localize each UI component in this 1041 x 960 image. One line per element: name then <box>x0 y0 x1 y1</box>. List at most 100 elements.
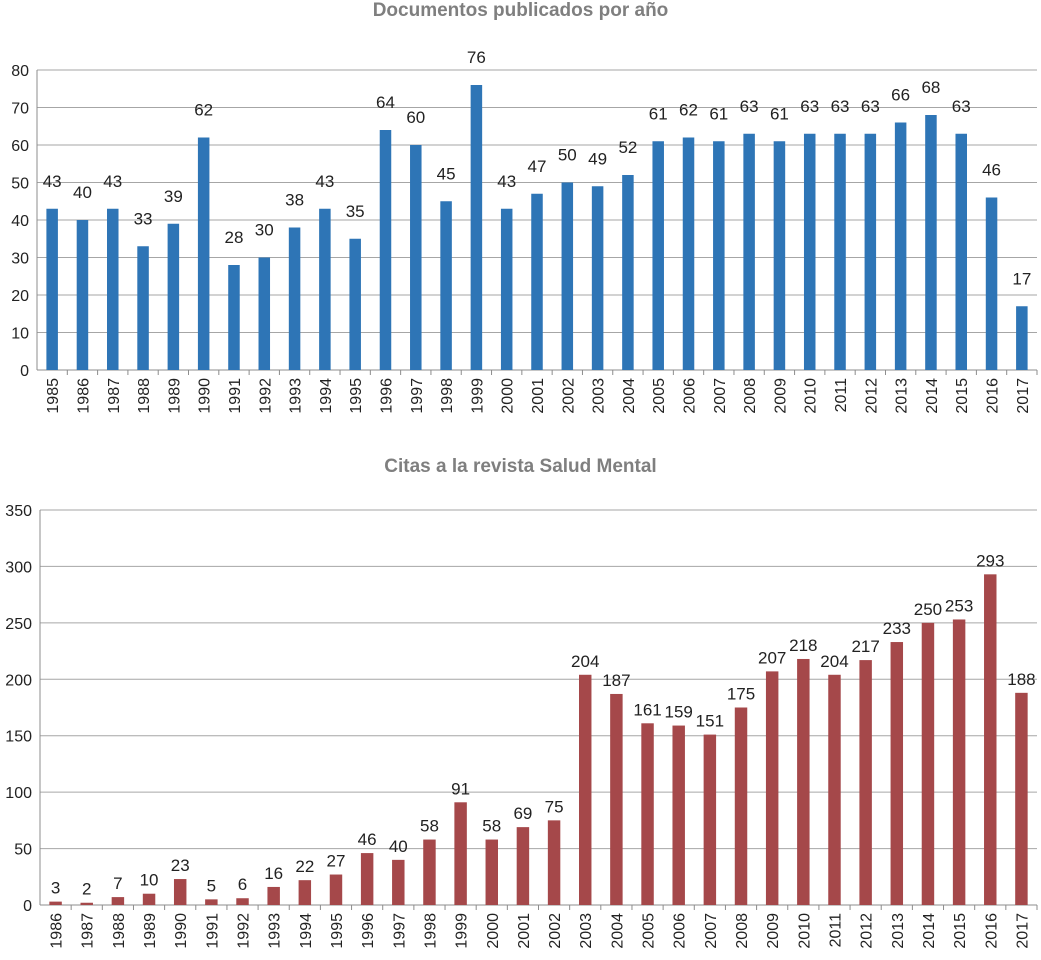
x-tick-label: 2014 <box>921 913 938 949</box>
bar <box>111 897 125 905</box>
x-tick-label: 2016 <box>983 913 1000 949</box>
bar <box>672 725 685 905</box>
bar <box>485 839 498 905</box>
bar <box>652 141 664 370</box>
bar <box>228 265 240 370</box>
bar <box>470 85 483 370</box>
bar <box>561 182 574 370</box>
y-tick-label: 40 <box>11 213 29 230</box>
data-label: 62 <box>194 101 213 120</box>
data-label: 6 <box>238 875 247 894</box>
x-tick-label: 2013 <box>890 913 907 949</box>
data-label: 43 <box>43 172 62 191</box>
x-tick-label: 2002 <box>547 913 564 949</box>
x-tick-label: 1993 <box>288 378 305 414</box>
data-label: 43 <box>497 172 516 191</box>
bar <box>894 122 907 370</box>
x-tick-label: 1998 <box>422 913 439 949</box>
bar <box>267 886 280 905</box>
data-label: 68 <box>921 78 940 97</box>
x-tick-label: 2016 <box>985 378 1002 414</box>
x-tick-label: 2004 <box>621 378 638 414</box>
bar <box>258 257 271 370</box>
data-label: 40 <box>389 837 408 856</box>
bar <box>547 820 561 905</box>
data-label: 50 <box>558 146 577 165</box>
x-tick-label: 1994 <box>298 913 315 949</box>
bar <box>859 660 872 905</box>
data-label: 17 <box>1012 269 1031 288</box>
bar <box>392 859 405 905</box>
data-label: 218 <box>789 636 817 655</box>
x-tick-label: 2017 <box>1015 378 1032 414</box>
data-label: 27 <box>327 852 346 871</box>
data-label: 3 <box>51 879 60 898</box>
x-tick-label: 2002 <box>560 378 577 414</box>
data-label: 23 <box>171 856 190 875</box>
y-tick-label: 350 <box>5 503 32 520</box>
bar <box>288 227 301 370</box>
chart-documentos: Documentos publicados por año 0 10 20 30 40 5… <box>0 0 1041 450</box>
data-label: 204 <box>820 652 848 671</box>
bar <box>329 874 343 905</box>
data-label: 63 <box>952 97 971 116</box>
x-tick-label: 2006 <box>672 913 689 949</box>
x-tick-label: 2012 <box>859 913 876 949</box>
data-label: 63 <box>740 97 759 116</box>
bar <box>167 223 180 370</box>
y-tick-label: 80 <box>11 63 29 80</box>
bar <box>828 674 841 905</box>
x-tick-label: 2010 <box>803 378 820 414</box>
data-label: 33 <box>134 209 153 228</box>
x-tick-label: 1999 <box>454 913 471 949</box>
bar <box>641 723 654 905</box>
data-label: 63 <box>831 97 850 116</box>
bar <box>173 879 187 905</box>
data-label: 62 <box>679 101 698 120</box>
x-tick-label: 1988 <box>111 913 128 949</box>
bar <box>298 880 312 905</box>
bar <box>137 246 149 370</box>
bar <box>713 141 725 370</box>
data-label: 58 <box>420 817 439 836</box>
bar <box>591 186 604 370</box>
x-tick-label: 1990 <box>173 913 190 949</box>
data-label: 49 <box>588 149 607 168</box>
bar <box>440 201 452 370</box>
bar <box>410 145 422 370</box>
bar <box>765 671 779 905</box>
x-tick-label: 2001 <box>530 378 547 414</box>
y-tick-label: 70 <box>11 101 29 118</box>
x-tick-label: 1988 <box>136 378 153 414</box>
data-label: 188 <box>1007 670 1035 689</box>
y-tick-label: 200 <box>5 672 32 689</box>
y-tick-label: 20 <box>11 288 29 305</box>
data-label: 250 <box>914 600 942 619</box>
y-tick-label: 150 <box>5 729 32 746</box>
bar <box>107 208 119 370</box>
x-tick-label: 2013 <box>894 378 911 414</box>
y-tick-label: 30 <box>11 251 29 268</box>
bar <box>622 175 634 370</box>
bar <box>531 193 543 370</box>
bar <box>360 853 374 905</box>
data-label: 69 <box>513 804 532 823</box>
bar <box>797 658 810 905</box>
bar <box>743 133 755 370</box>
data-label: 217 <box>851 637 879 656</box>
x-tick-label: 1987 <box>80 913 97 949</box>
x-tick-label: 1998 <box>439 378 456 414</box>
bar <box>49 901 62 905</box>
x-tick-label: 2015 <box>954 378 971 414</box>
x-tick-label: 1989 <box>166 378 183 414</box>
data-label: 293 <box>976 551 1004 570</box>
x-tick-label: 2000 <box>500 378 517 414</box>
bar-chart-citas: 0 50 100 150 200 250 300 350 3 1986 2 1987 7 1988 10 19… <box>5 503 1038 949</box>
bar <box>142 893 156 905</box>
x-tick-label: 1987 <box>106 378 123 414</box>
data-label: 63 <box>861 97 880 116</box>
x-tick-label: 2017 <box>1014 913 1031 949</box>
x-tick-label: 2010 <box>796 913 813 949</box>
data-label: 61 <box>709 104 728 123</box>
data-label: 35 <box>346 202 365 221</box>
